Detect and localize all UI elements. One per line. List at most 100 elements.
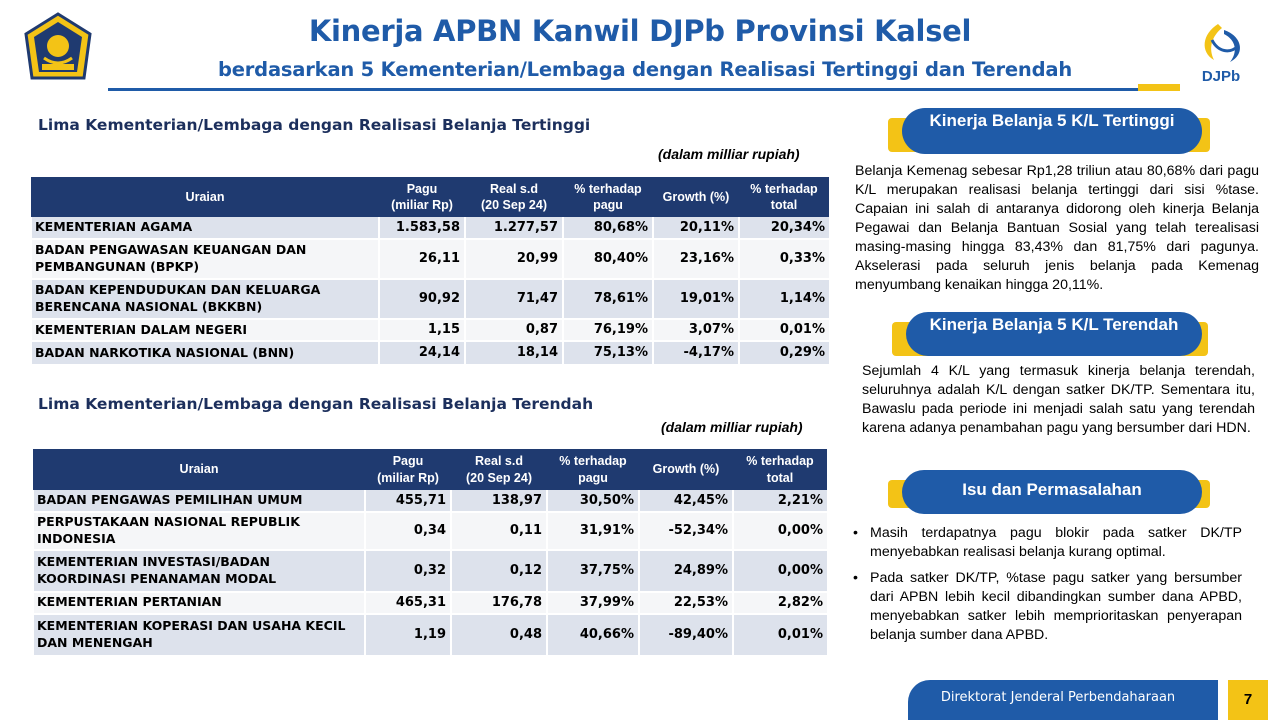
row-pct-pagu: 78,61% xyxy=(562,279,653,320)
bullet-text: Masih terdapatnya pagu blokir pada satke… xyxy=(870,525,1242,560)
top-table-heading: Lima Kementerian/Lembaga dengan Realisas… xyxy=(38,116,591,134)
bullet-icon: • xyxy=(853,525,858,541)
row-pagu: 465,31 xyxy=(364,591,451,615)
row-pct-pagu: 76,19% xyxy=(562,319,653,342)
row-name: BADAN NARKOTIKA NASIONAL (BNN) xyxy=(30,341,379,366)
row-pct-pagu: 80,40% xyxy=(562,239,653,280)
title-underline-accent xyxy=(1138,84,1180,91)
row-pagu: 0,32 xyxy=(364,549,451,593)
row-pct-pagu: 40,66% xyxy=(546,613,639,657)
row-pct-total: 2,82% xyxy=(732,591,827,615)
bullet-icon: • xyxy=(853,570,858,586)
col-header-pct-total: % terhadap total xyxy=(739,177,829,217)
row-pagu: 26,11 xyxy=(378,239,465,280)
row-pct-pagu: 30,50% xyxy=(546,490,639,513)
row-name: KEMENTERIAN DALAM NEGERI xyxy=(30,319,379,342)
row-growth: 24,89% xyxy=(638,549,733,593)
row-growth: 20,11% xyxy=(652,217,739,240)
row-real: 18,14 xyxy=(464,341,563,366)
table-row: BADAN PENGAWASAN KEUANGAN DAN PEMBANGUNA… xyxy=(30,239,829,280)
pill-kinerja-terendah: Kinerja Belanja 5 K/L Terendah xyxy=(906,312,1202,356)
row-name: BADAN PENGAWASAN KEUANGAN DAN PEMBANGUNA… xyxy=(30,239,379,280)
row-pagu: 24,14 xyxy=(378,341,465,366)
footer-org: Direktorat Jenderal Perbendaharaan xyxy=(940,690,1176,705)
row-pct-total: 0,33% xyxy=(738,239,829,280)
row-real: 20,99 xyxy=(464,239,563,280)
page-number: 7 xyxy=(1228,680,1268,720)
col-header-growth: Growth (%) xyxy=(639,449,733,490)
table-row: KEMENTERIAN KOPERASI DAN USAHA KECIL DAN… xyxy=(32,613,827,657)
row-growth: 19,01% xyxy=(652,279,739,320)
bottom-table-heading: Lima Kementerian/Lembaga dengan Realisas… xyxy=(38,395,594,413)
row-pct-total: 0,29% xyxy=(738,341,829,366)
isu-bullet-list: • Masih terdapatnya pagu blokir pada satk… xyxy=(850,524,1242,652)
djpb-logo-icon: DJPb xyxy=(1202,24,1240,85)
bottom-table-unit: (dalam milliar rupiah) xyxy=(661,419,803,435)
row-pct-pagu: 75,13% xyxy=(562,341,653,366)
col-header-pct-total: % terhadap total xyxy=(733,449,827,490)
row-real: 0,12 xyxy=(450,549,547,593)
row-pct-pagu: 31,91% xyxy=(546,512,639,551)
row-pct-total: 0,01% xyxy=(738,319,829,342)
row-growth: -4,17% xyxy=(652,341,739,366)
col-header-real: Real s.d (20 Sep 24) xyxy=(451,449,547,490)
row-pagu: 90,92 xyxy=(378,279,465,320)
row-pagu: 1,15 xyxy=(378,319,465,342)
col-header-uraian: Uraian xyxy=(33,449,365,490)
table-header-row: Uraian Pagu (miliar Rp) Real s.d (20 Sep 2… xyxy=(31,177,829,217)
row-pct-pagu: 37,99% xyxy=(546,591,639,615)
table-row: KEMENTERIAN AGAMA 1.583,58 1.277,57 80,6… xyxy=(30,217,829,240)
row-real: 71,47 xyxy=(464,279,563,320)
col-header-uraian: Uraian xyxy=(31,177,379,217)
row-pct-total: 0,01% xyxy=(732,613,827,657)
col-header-pagu: Pagu (miliar Rp) xyxy=(379,177,465,217)
table-row: KEMENTERIAN DALAM NEGERI 1,15 0,87 76,19… xyxy=(30,319,829,342)
row-pagu: 455,71 xyxy=(364,490,451,513)
title-underline xyxy=(108,88,1180,91)
table-header-row: Uraian Pagu (miliar Rp) Real s.d (20 Sep 2… xyxy=(33,449,827,490)
kemenkeu-logo-icon xyxy=(24,12,92,80)
col-header-pct-pagu: % terhadap pagu xyxy=(547,449,639,490)
row-pct-total: 0,00% xyxy=(732,549,827,593)
row-pct-pagu: 37,75% xyxy=(546,549,639,593)
row-name: KEMENTERIAN AGAMA xyxy=(30,217,379,240)
row-pagu: 1,19 xyxy=(364,613,451,657)
row-growth: 23,16% xyxy=(652,239,739,280)
row-pagu: 1.583,58 xyxy=(378,217,465,240)
row-growth: -52,34% xyxy=(638,512,733,551)
row-real: 1.277,57 xyxy=(464,217,563,240)
terendah-description: Sejumlah 4 K/L yang termasuk kinerja bel… xyxy=(862,363,1255,436)
page-subtitle: berdasarkan 5 Kementerian/Lembaga dengan… xyxy=(217,58,1073,81)
col-header-pct-pagu: % terhadap pagu xyxy=(563,177,653,217)
row-growth: -89,40% xyxy=(638,613,733,657)
row-real: 0,48 xyxy=(450,613,547,657)
page-title: Kinerja APBN Kanwil DJPb Provinsi Kalsel xyxy=(308,14,972,48)
row-real: 0,87 xyxy=(464,319,563,342)
list-item: • Pada satker DK/TP, %tase pagu satker ya… xyxy=(850,569,1242,645)
table-row: BADAN NARKOTIKA NASIONAL (BNN) 24,14 18,… xyxy=(30,341,829,366)
row-name: BADAN PENGAWAS PEMILIHAN UMUM xyxy=(32,490,365,513)
row-real: 176,78 xyxy=(450,591,547,615)
bottom-table: Uraian Pagu (miliar Rp) Real s.d (20 Sep 2… xyxy=(32,449,827,657)
row-real: 0,11 xyxy=(450,512,547,551)
footer-bar xyxy=(908,680,1218,720)
row-name: PERPUSTAKAAN NASIONAL REPUBLIK INDONESIA xyxy=(32,512,365,551)
table-row: BADAN KEPENDUDUKAN DAN KELUARGA BERENCAN… xyxy=(30,279,829,320)
pill-kinerja-tertinggi: Kinerja Belanja 5 K/L Tertinggi xyxy=(902,108,1202,154)
row-pct-total: 2,21% xyxy=(732,490,827,513)
table-row: KEMENTERIAN PERTANIAN 465,31 176,78 37,9… xyxy=(32,591,827,615)
row-pct-total: 0,00% xyxy=(732,512,827,551)
row-name: KEMENTERIAN PERTANIAN xyxy=(32,591,365,615)
table-row: PERPUSTAKAAN NASIONAL REPUBLIK INDONESIA… xyxy=(32,512,827,551)
table-row: BADAN PENGAWAS PEMILIHAN UMUM 455,71 138… xyxy=(32,490,827,513)
col-header-real: Real s.d (20 Sep 24) xyxy=(465,177,563,217)
row-growth: 42,45% xyxy=(638,490,733,513)
row-pct-total: 20,34% xyxy=(738,217,829,240)
tertinggi-description: Belanja Kemenag sebesar Rp1,28 triliun a… xyxy=(855,163,1259,293)
row-growth: 22,53% xyxy=(638,591,733,615)
pill-isu-permasalahan: Isu dan Permasalahan xyxy=(902,470,1202,514)
top-table: Uraian Pagu (miliar Rp) Real s.d (20 Sep 2… xyxy=(30,177,829,366)
row-real: 138,97 xyxy=(450,490,547,513)
top-table-unit: (dalam milliar rupiah) xyxy=(658,146,800,162)
row-name: BADAN KEPENDUDUKAN DAN KELUARGA BERENCAN… xyxy=(30,279,379,320)
